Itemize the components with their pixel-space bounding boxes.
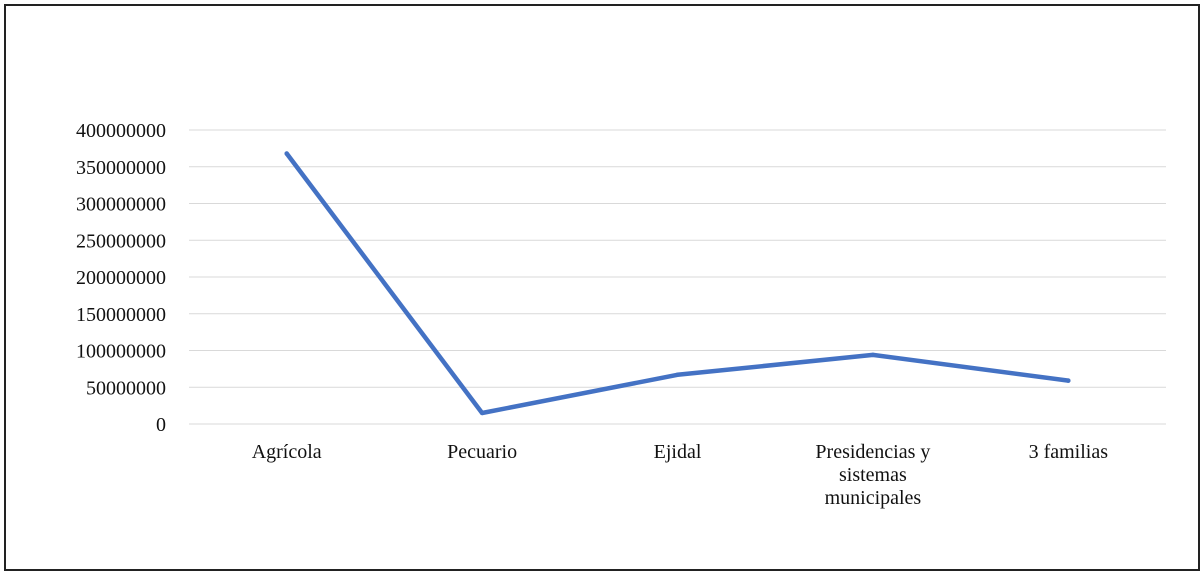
- y-tick-label: 0: [156, 414, 166, 436]
- x-category-label: Ejidal: [654, 441, 702, 463]
- y-tick-label: 100000000: [76, 341, 166, 363]
- data-point: [870, 352, 876, 358]
- chart-frame: 0 50000000 100000000 150000000 200000000 2500…: [4, 4, 1200, 571]
- gridlines: [189, 129, 1166, 425]
- x-category-label-line: Pecuario: [447, 441, 517, 463]
- y-axis-ticks: 0 50000000 100000000 150000000 200000000 2500…: [76, 120, 166, 436]
- line-chart: 0 50000000 100000000 150000000 200000000 2500…: [76, 120, 1166, 509]
- x-category-label: 3 familias: [1029, 441, 1109, 463]
- y-tick-label: 150000000: [76, 304, 166, 326]
- series-layer: [284, 151, 1071, 416]
- y-tick-label: 350000000: [76, 157, 166, 179]
- x-category-label-line: municipales: [825, 487, 922, 509]
- x-category-label: Pecuario: [447, 441, 517, 463]
- y-tick-label: 50000000: [86, 377, 166, 399]
- y-tick-label: 200000000: [76, 267, 166, 289]
- data-point: [1066, 378, 1071, 383]
- y-tick-label: 250000000: [76, 230, 166, 252]
- x-category-label-line: Agrícola: [252, 441, 322, 463]
- x-axis-categories: Agrícola Pecuario Ejidal Presidencias y sist…: [252, 441, 1109, 509]
- x-category-label-line: Ejidal: [654, 441, 702, 463]
- x-category-label-line: sistemas: [839, 464, 907, 486]
- x-category-label: Agrícola: [252, 441, 322, 463]
- data-point: [284, 151, 289, 156]
- x-category-label: Presidencias y sistemas municipales: [815, 441, 930, 509]
- data-point: [479, 410, 485, 416]
- x-category-label-line: 3 familias: [1029, 441, 1109, 463]
- data-point: [675, 372, 680, 377]
- y-tick-label: 400000000: [76, 120, 166, 142]
- y-tick-label: 300000000: [76, 194, 166, 216]
- x-category-label-line: Presidencias y: [815, 441, 930, 463]
